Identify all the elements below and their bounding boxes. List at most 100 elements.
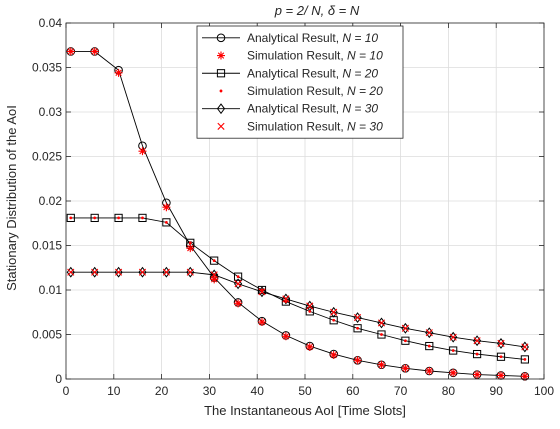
y-tick-label: 0.02 [39, 194, 63, 208]
data-point [305, 307, 314, 316]
legend-label-param: N = 10 [342, 31, 378, 45]
x-tick-label: 20 [155, 384, 169, 398]
legend-label-param: N = 20 [347, 84, 383, 98]
legend-label-param: N = 30 [342, 102, 378, 116]
data-point [401, 364, 410, 373]
data-point [473, 337, 481, 345]
x-tick-label: 10 [107, 384, 121, 398]
legend-label-prefix: Analytical Result, [247, 66, 342, 80]
data-point [329, 350, 338, 359]
data-point [91, 268, 99, 276]
data-point [377, 319, 386, 327]
legend-item: Simulation Result, N = 10 [217, 49, 383, 63]
data-point [353, 356, 362, 365]
legend-label-prefix: Simulation Result, [247, 119, 347, 133]
data-point [233, 272, 243, 281]
data-point [377, 360, 386, 369]
data-point [281, 332, 290, 341]
data-point [473, 370, 482, 379]
chart-title: p = 2/ N, δ = N [274, 3, 360, 18]
data-point [162, 268, 170, 276]
data-point [186, 268, 194, 276]
data-point [210, 275, 219, 284]
data-point [427, 344, 431, 348]
data-point [449, 368, 458, 377]
legend-item: Analytical Result, N = 10 [202, 31, 378, 45]
x-tick-label: 60 [346, 384, 360, 398]
data-point [425, 329, 433, 337]
data-point [281, 297, 290, 306]
data-point [162, 218, 171, 227]
legend: Analytical Result, N = 10 Simulation Resu… [196, 25, 404, 139]
legend-label: Simulation Result, N = 10 [247, 49, 383, 63]
y-tick-label: 0.025 [32, 150, 62, 164]
data-point [403, 339, 407, 343]
data-point [496, 352, 506, 361]
data-point [212, 259, 216, 263]
data-point [66, 213, 75, 223]
plot-series [66, 47, 530, 381]
y-tick-label: 0.01 [39, 283, 63, 297]
data-point [114, 268, 123, 276]
data-point [449, 333, 457, 341]
y-tick-label: 0.015 [32, 239, 62, 253]
data-point [258, 288, 266, 296]
data-point [523, 358, 527, 361]
data-point [305, 342, 314, 351]
legend-marker [216, 69, 226, 78]
data-point [284, 300, 288, 303]
data-point [67, 268, 75, 276]
data-point [186, 244, 195, 253]
data-point [521, 343, 529, 351]
data-point [236, 275, 240, 279]
data-point [164, 220, 168, 224]
legend-label-param: N = 20 [342, 66, 378, 80]
data-point [234, 299, 243, 308]
data-point [188, 241, 192, 245]
x-tick-label: 100 [534, 384, 554, 398]
data-point [401, 336, 410, 345]
data-point [162, 203, 171, 212]
data-point [425, 341, 434, 351]
data-point [234, 280, 242, 288]
data-point [451, 349, 455, 352]
data-point [66, 47, 75, 56]
legend-label: Analytical Result, N = 10 [247, 31, 378, 45]
axis-ticks: 0 10 20 30 40 50 60 70 80 90 100 0 0.005 0.01 0.015 0.0… [32, 16, 554, 398]
legend-item: Simulation Result, N = 30 [217, 119, 383, 133]
data-point [472, 349, 482, 359]
data-point [353, 324, 362, 333]
x-tick-label: 70 [394, 384, 408, 398]
legend-item: Analytical Result, N = 30 [202, 102, 378, 116]
data-point [377, 330, 386, 339]
x-tick-label: 40 [251, 384, 265, 398]
data-point [114, 213, 123, 223]
data-point [138, 213, 147, 223]
legend-marker [217, 122, 225, 130]
data-point [308, 309, 312, 313]
data-point [141, 216, 144, 220]
data-point [497, 339, 505, 347]
data-point [90, 213, 99, 223]
series-2 [66, 213, 529, 364]
data-point [353, 314, 362, 322]
data-point [114, 68, 123, 77]
y-tick-label: 0.035 [32, 61, 62, 75]
x-axis-label: The Instantaneous AoI [Time Slots] [204, 403, 406, 418]
data-point [210, 256, 219, 265]
legend-marker [217, 51, 225, 60]
data-point [117, 216, 120, 220]
data-point [306, 302, 314, 310]
legend-label: Analytical Result, N = 30 [247, 102, 378, 116]
legend-label: Simulation Result, N = 30 [247, 119, 383, 133]
legend-label: Simulation Result, N = 20 [247, 84, 383, 98]
data-point [475, 352, 479, 356]
data-point [210, 271, 218, 279]
legend-item: Analytical Result, N = 20 [202, 66, 378, 80]
x-tick-label: 90 [490, 384, 504, 398]
x-tick-label: 0 [63, 384, 70, 398]
data-point [282, 295, 290, 303]
legend-label-prefix: Simulation Result, [247, 84, 347, 98]
